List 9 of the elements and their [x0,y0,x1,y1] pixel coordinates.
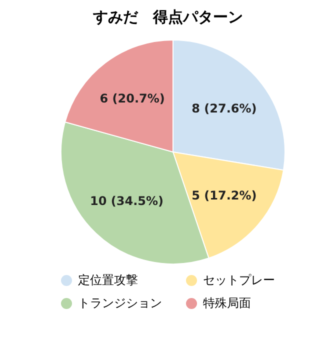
data-label: 8 (27.6%) [192,101,257,116]
data-label: 10 (34.5%) [90,194,164,208]
legend-label: トランジション [78,295,162,312]
legend-label: 特殊局面 [203,295,251,312]
data-label: 5 (17.2%) [192,188,257,203]
legend-label: セットプレー [203,272,275,289]
legend-label: 定位置攻撃 [78,272,138,289]
data-label: 6 (20.7%) [100,92,165,106]
chart-title: すみだ 得点パターン [92,8,244,27]
